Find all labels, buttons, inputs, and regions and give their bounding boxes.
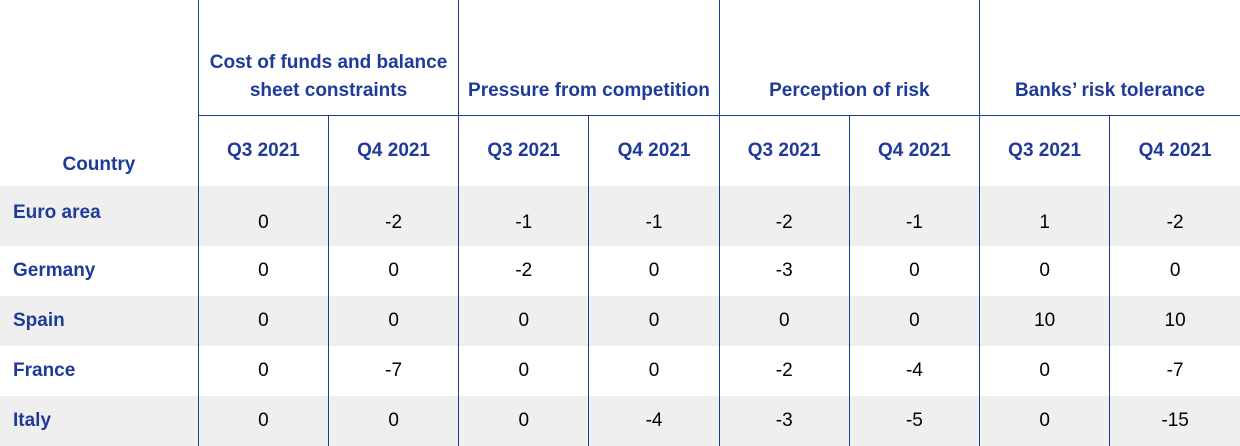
period-header-row: Country Q3 2021 Q4 2021 Q3 2021 Q4 2021 … <box>0 115 1240 186</box>
table-row: Italy 0 0 0 -4 -3 -5 0 -15 <box>0 395 1240 446</box>
table-cell: 0 <box>328 395 459 446</box>
table-cell: 0 <box>848 295 980 346</box>
period-header: Q3 2021 <box>979 115 1110 186</box>
table-cell: -2 <box>458 245 589 296</box>
table-cell: -2 <box>328 185 459 246</box>
table-cell: -3 <box>718 395 850 446</box>
table-cell: 0 <box>197 295 329 346</box>
table-cell: 0 <box>1109 245 1240 296</box>
corner-cell <box>0 0 198 116</box>
group-header-row: Cost of funds and balance sheet constrai… <box>0 0 1240 116</box>
table-cell: -15 <box>1109 395 1240 446</box>
table-cell: 0 <box>458 345 589 396</box>
table-cell: 0 <box>588 345 720 396</box>
table-cell: 0 <box>197 395 329 446</box>
table-cell: 0 <box>588 245 720 296</box>
table-cell: -2 <box>718 345 850 396</box>
country-column-header: Country <box>62 153 136 175</box>
period-header: Q3 2021 <box>718 115 850 186</box>
table-cell: 0 <box>197 245 329 296</box>
table-cell: -5 <box>848 395 980 446</box>
table-cell: -4 <box>588 395 720 446</box>
table-cell: 0 <box>197 185 329 246</box>
table-cell: 1 <box>979 185 1110 246</box>
table-cell: -7 <box>1109 345 1240 396</box>
table-cell: -3 <box>718 245 850 296</box>
period-header: Q3 2021 <box>458 115 589 186</box>
table-cell: 0 <box>197 345 329 396</box>
table-row: France 0 -7 0 0 -2 -4 0 -7 <box>0 345 1240 396</box>
table-cell: 0 <box>458 295 589 346</box>
group-header-risk-tolerance: Banks’ risk tolerance <box>979 0 1240 116</box>
table-cell: -4 <box>848 345 980 396</box>
group-header-cost-of-funds: Cost of funds and balance sheet constrai… <box>197 0 459 116</box>
period-header: Q4 2021 <box>848 115 980 186</box>
group-header-competition: Pressure from competition <box>458 0 720 116</box>
table-cell: 0 <box>979 395 1110 446</box>
table-cell: -1 <box>458 185 589 246</box>
table-cell: 0 <box>718 295 850 346</box>
table-row: Spain 0 0 0 0 0 0 10 10 <box>0 295 1240 346</box>
table-row: Germany 0 0 -2 0 -3 0 0 0 <box>0 245 1240 296</box>
table-cell: -7 <box>328 345 459 396</box>
table-cell: 0 <box>979 345 1110 396</box>
period-header: Q3 2021 <box>197 115 329 186</box>
country-name: France <box>13 359 76 381</box>
table-cell: 10 <box>1109 295 1240 346</box>
table-cell: 0 <box>328 245 459 296</box>
table-cell: -2 <box>718 185 850 246</box>
table-cell: 0 <box>979 245 1110 296</box>
period-header: Q4 2021 <box>328 115 459 186</box>
table-cell: -2 <box>1109 185 1240 246</box>
table-cell: 0 <box>328 295 459 346</box>
table-cell: 0 <box>588 295 720 346</box>
table-cell: 10 <box>979 295 1110 346</box>
table-cell: -1 <box>588 185 720 246</box>
period-header: Q4 2021 <box>1109 115 1240 186</box>
table-cell: 0 <box>848 245 980 296</box>
period-header: Q4 2021 <box>588 115 720 186</box>
country-name: Germany <box>13 259 96 281</box>
table-row: Euro area 0 -2 -1 -1 -2 -1 1 -2 <box>0 185 1240 246</box>
table-cell: 0 <box>458 395 589 446</box>
country-name: Italy <box>0 395 199 446</box>
table-cell: -1 <box>848 185 980 246</box>
country-name: Euro area <box>0 185 199 246</box>
country-name: Spain <box>0 295 199 346</box>
group-header-risk-perception: Perception of risk <box>718 0 980 116</box>
